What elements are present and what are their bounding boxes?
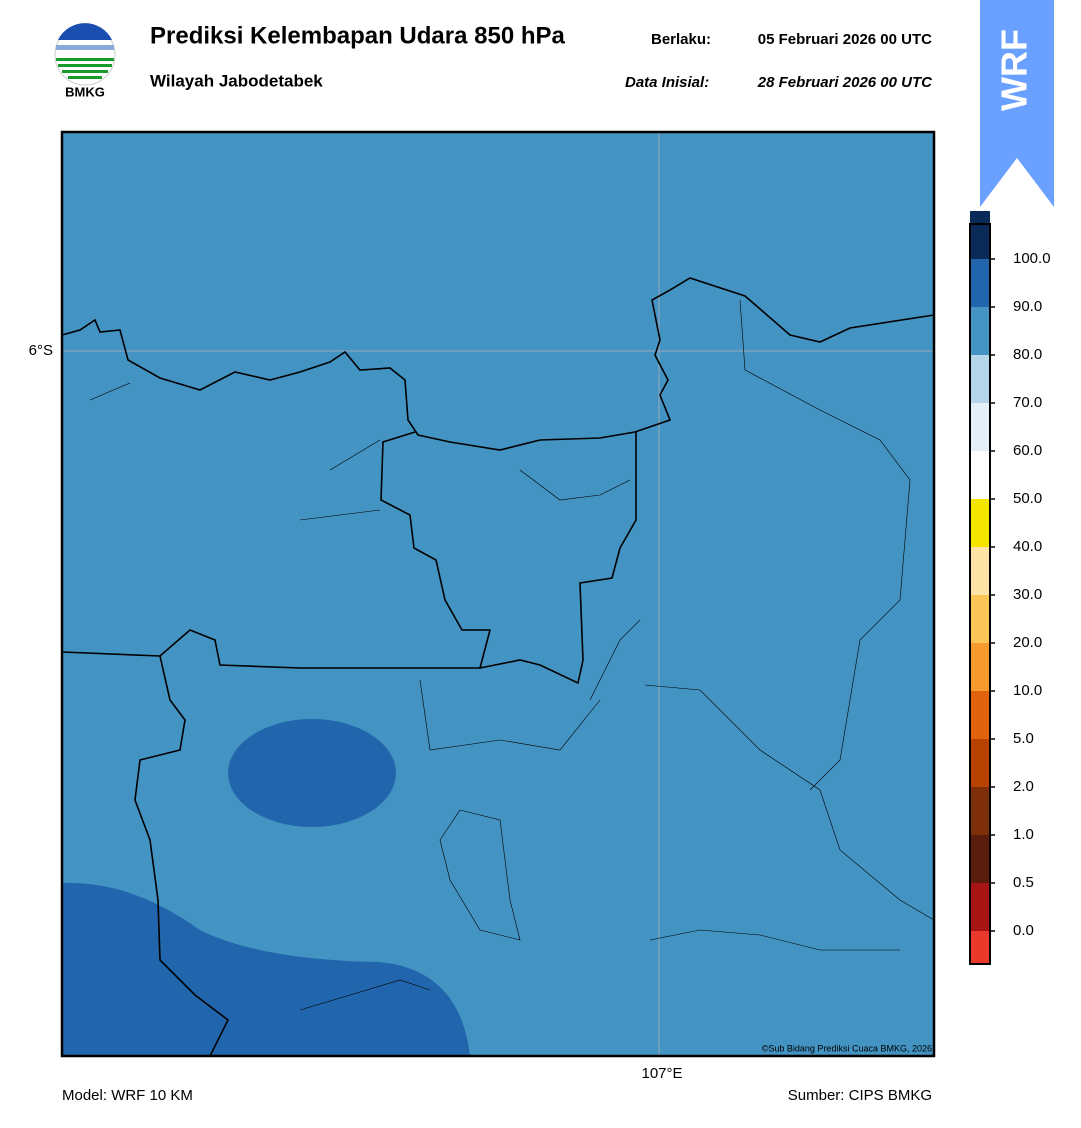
map: ©Sub Bidang Prediksi Cuaca BMKG, 2026 (60, 130, 936, 1058)
map-background (62, 132, 934, 1056)
colorbar-segment (970, 307, 990, 355)
colorbar-label: 0.5 (1013, 874, 1034, 891)
colorbar-segment (970, 595, 990, 643)
title: Prediksi Kelembapan Udara 850 hPa (150, 22, 566, 49)
colorbar-label: 2.0 (1013, 778, 1034, 795)
colorbar-segment (970, 451, 990, 499)
colorbar-segment (970, 883, 990, 931)
colorbar-frame (969, 223, 991, 965)
colorbar-label: 60.0 (1013, 442, 1042, 459)
coastline (61, 277, 935, 451)
lat-label: 6°S (29, 342, 53, 359)
source-label: Sumber: CIPS BMKG (788, 1087, 932, 1104)
colorbar-label: 30.0 (1013, 586, 1042, 603)
colorbar-label: 10.0 (1013, 682, 1042, 699)
colorbar-label: 5.0 (1013, 730, 1034, 747)
colorbar-segment (970, 643, 990, 691)
humidity-area (62, 882, 470, 1056)
colorbar-segment (970, 259, 990, 307)
colorbar-label: 20.0 (1013, 634, 1042, 651)
map-frame (60, 130, 936, 1058)
colorbar-segment (970, 931, 990, 964)
logo: BMKG (54, 23, 116, 99)
logo-text: BMKG (65, 84, 105, 99)
init-label: Data Inisial: (625, 74, 709, 91)
colorbar-segment (970, 211, 990, 259)
colorbar-label: 70.0 (1013, 394, 1042, 411)
colorbar-label: 80.0 (1013, 346, 1042, 363)
colorbar-segment (970, 547, 990, 595)
colorbar-label: 90.0 (1013, 298, 1042, 315)
colorbar-label: 50.0 (1013, 490, 1042, 507)
colorbar-segment (970, 835, 990, 883)
model-label: Model: WRF 10 KM (62, 1087, 193, 1104)
badge (980, 0, 1054, 207)
colorbar-segment (970, 355, 990, 403)
init-time: 28 Februari 2026 00 UTC (757, 74, 933, 91)
humidity-area (228, 719, 396, 827)
lon-label: 107°E (641, 1065, 682, 1082)
colorbar-label: 0.0 (1013, 922, 1034, 939)
colorbar-segment (970, 403, 990, 451)
colorbar-label: 40.0 (1013, 538, 1042, 555)
province-border (61, 629, 480, 1057)
colorbar-segment (970, 499, 990, 547)
district-border (89, 299, 935, 1011)
valid-label: Berlaku: (651, 31, 711, 48)
badge-text: WRF (994, 29, 1035, 111)
colorbar-segment (970, 787, 990, 835)
copyright: ©Sub Bidang Prediksi Cuaca BMKG, 2026 (762, 1043, 932, 1053)
colorbar: 0.0 0.5 1.0 2.0 5.0 10.0 20.0 30.0 40.0 50.0 60.0 7… (969, 211, 1051, 965)
subtitle: Wilayah Jabodetabek (150, 71, 323, 90)
valid-time: 05 Februari 2026 00 UTC (758, 31, 932, 48)
colorbar-segment (970, 739, 990, 787)
colorbar-label: 1.0 (1013, 826, 1034, 843)
colorbar-segment (970, 691, 990, 739)
colorbar-label: 100.0 (1013, 250, 1051, 267)
